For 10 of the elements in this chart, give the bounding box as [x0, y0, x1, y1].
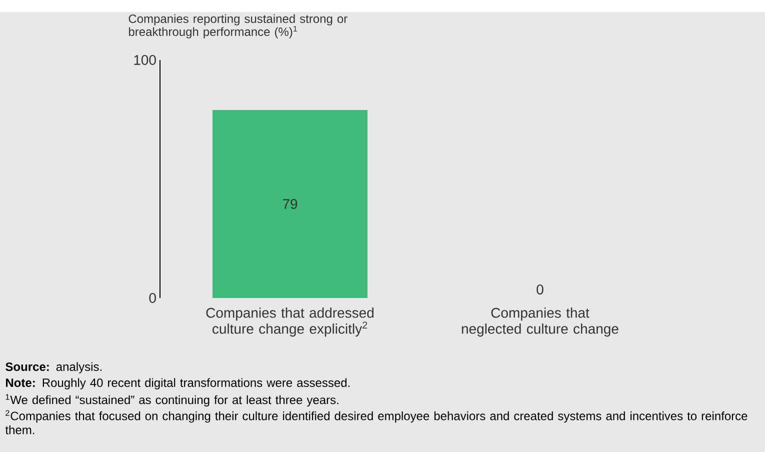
text: $^{2}$Companies that focused on changing their culture identified desired employee behaviors and created systems and incentives to reinforce them. — [5, 410, 748, 434]
text: Source: analysis. — [6, 362, 102, 374]
data-label: 0 — [536, 284, 544, 294]
text: Note: Roughly 40 recent digital transformations were assessed. — [6, 378, 350, 390]
x-tick-label: Companies that addressed culture change explicitly$^{2}$ — [206, 308, 374, 337]
data-label: 79 — [282, 199, 298, 209]
text: $^{1}$We defined “sustained” as continuing for at least three years. — [6, 394, 338, 407]
x-tick-label: Companies that neglected culture change — [462, 308, 618, 337]
y-tick-label: 100 — [134, 55, 156, 65]
y-axis-title: Companies reporting sustained strong or breakthrough performance (%)$^{1}$ — [128, 14, 348, 38]
